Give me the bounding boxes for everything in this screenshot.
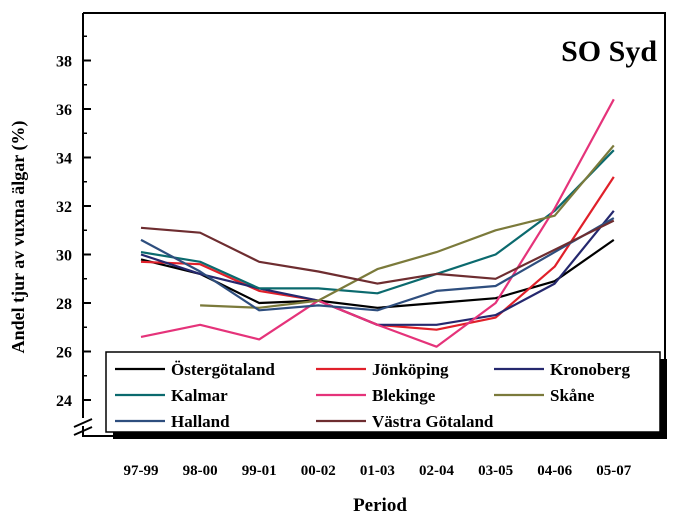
y-tick-label: 32 [56, 199, 72, 216]
plot-lines [140, 98, 615, 348]
y-tick-label: 30 [56, 248, 72, 265]
series-line-4 [140, 98, 615, 348]
legend-label-3: Kalmar [171, 386, 228, 405]
x-tick-label: 02-04 [419, 463, 454, 479]
legend-label-0: Östergötaland [171, 360, 275, 379]
y-tick-label: 24 [56, 393, 72, 410]
y-tick-label: 34 [56, 151, 72, 168]
legend-label-1: Jönköping [372, 360, 449, 379]
chart-title: SO Syd [561, 35, 657, 68]
y-tick-label: 28 [56, 296, 72, 313]
legend-box [105, 351, 661, 433]
x-tick-label: 99-01 [242, 463, 277, 479]
series-line-7 [140, 219, 615, 285]
y-axis-label: Andel tjur av vuxna älgar (%) [8, 121, 29, 354]
legend-label-2: Kronoberg [550, 360, 630, 379]
x-tick-label: 03-05 [478, 463, 513, 479]
x-tick-label: 05-07 [596, 463, 631, 479]
x-axis-label: Period [353, 495, 407, 516]
x-tick-label: 04-06 [537, 463, 572, 479]
x-tick-label: 01-03 [360, 463, 395, 479]
legend-label-4: Blekinge [372, 386, 436, 405]
series-line-3 [140, 149, 615, 295]
legend-label-6: Halland [171, 412, 230, 431]
y-tick-label: 26 [56, 345, 72, 362]
y-tick-label: 38 [56, 54, 72, 71]
x-tick-label: 98-00 [183, 463, 218, 479]
ticks: 24 26 28 30 32 34 36 38 97-99 98-00 99-01 00-02 01-0… [56, 35, 632, 479]
x-tick-label: 00-02 [301, 463, 336, 479]
series-line-6 [140, 217, 615, 312]
x-tick-label: 97-99 [124, 463, 159, 479]
y-tick-label: 36 [56, 102, 72, 119]
axis-break-mark [73, 418, 93, 436]
legend: Östergötaland Jönköping Kronoberg Kalmar Ble… [105, 351, 661, 433]
series-line-0 [140, 238, 615, 309]
legend-label-7: Västra Götaland [372, 412, 494, 431]
series-line-5 [200, 144, 615, 309]
legend-label-5: Skåne [550, 386, 595, 405]
